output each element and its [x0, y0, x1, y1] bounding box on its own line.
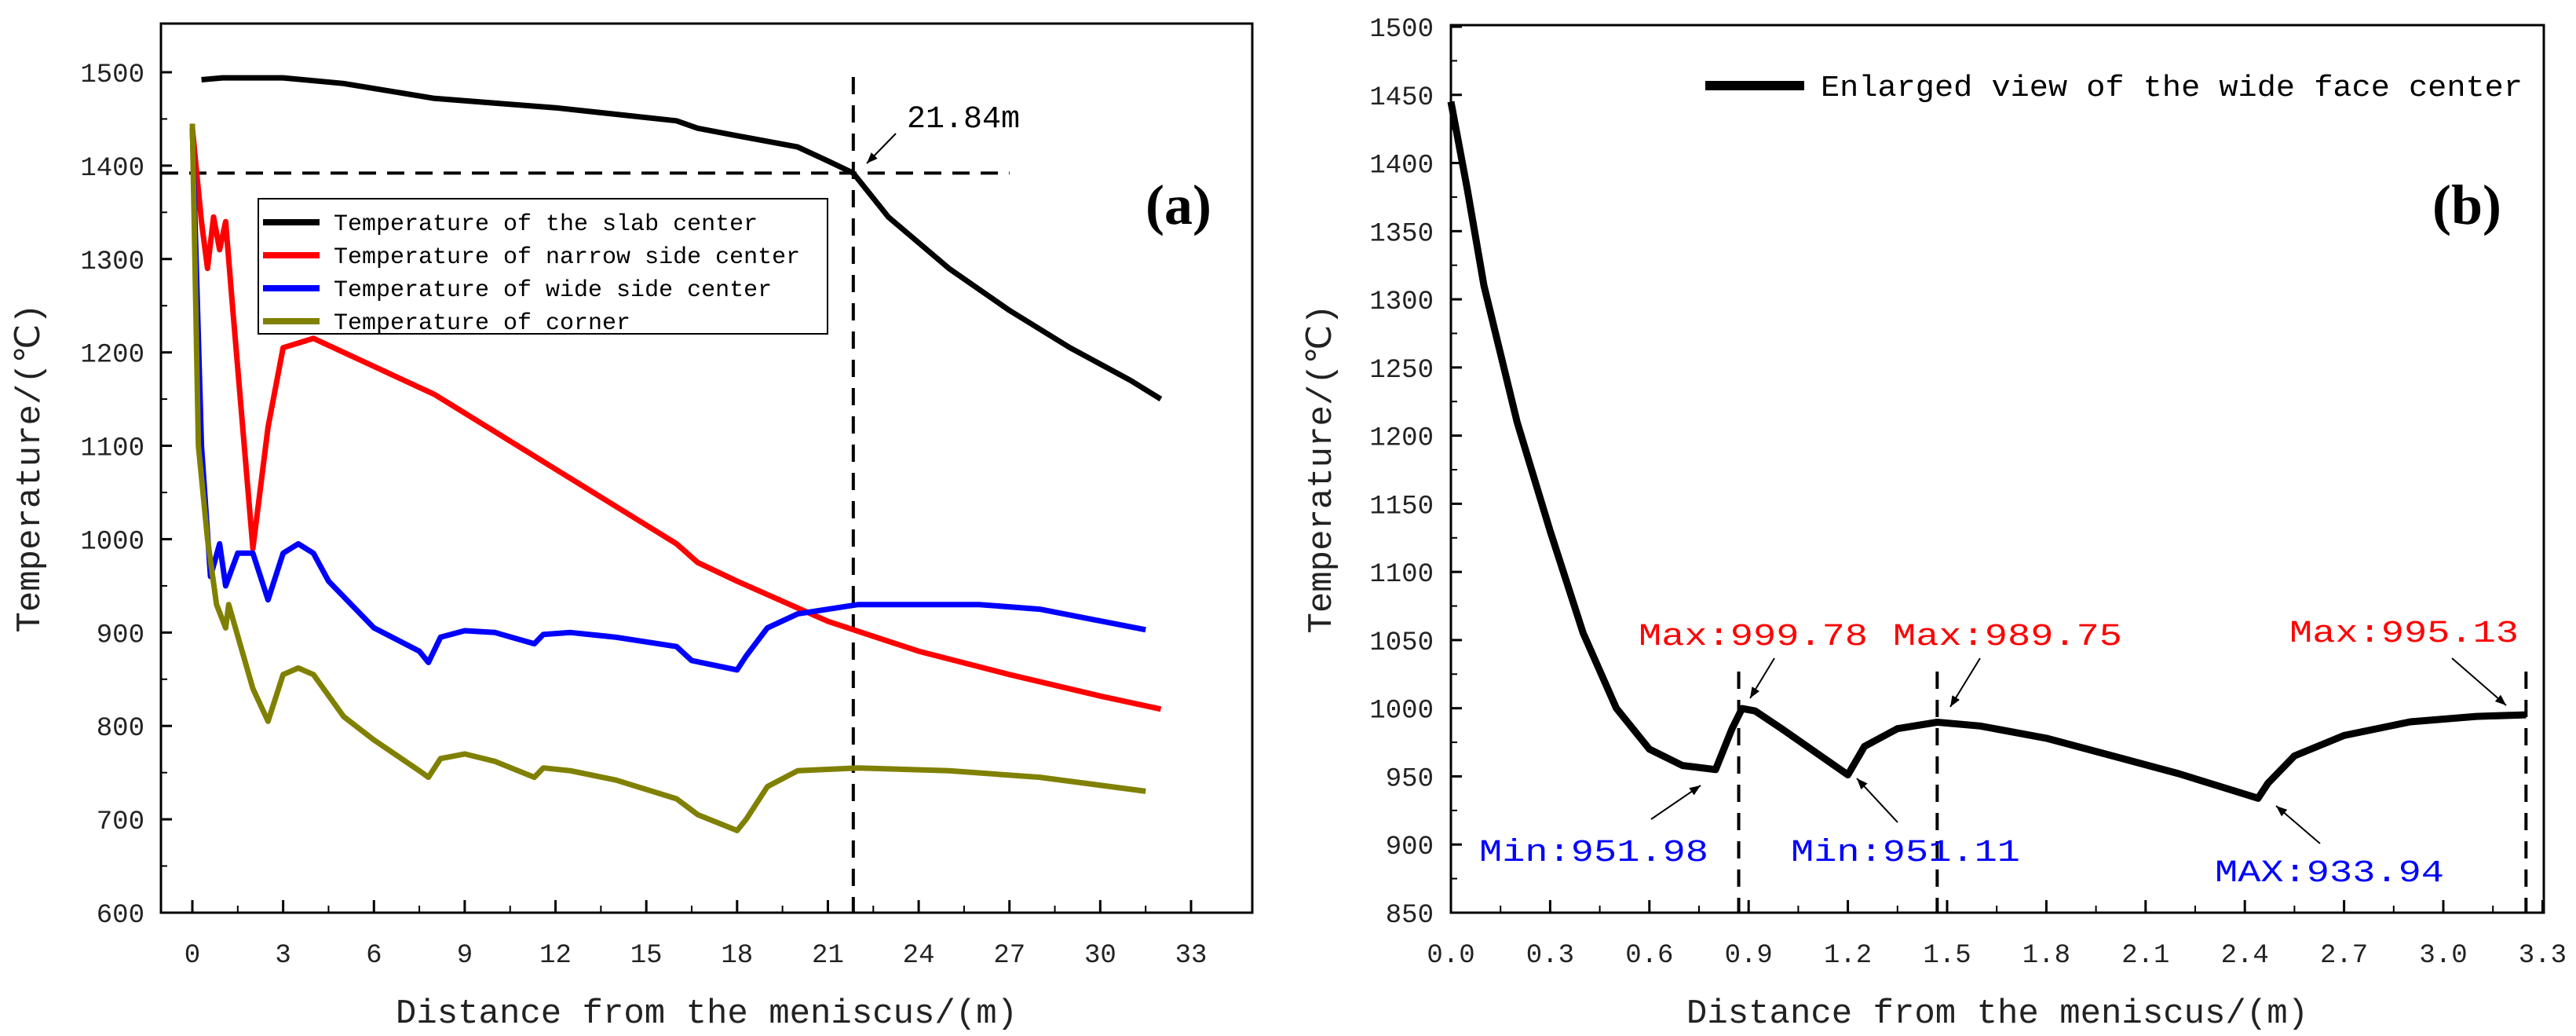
y-tick-label: 1300 [80, 247, 144, 277]
x-tick-label: 6 [366, 941, 382, 971]
annotation-arrow [1856, 778, 1898, 823]
y-tick-label: 850 [1386, 901, 1434, 931]
annotation-arrow [866, 133, 897, 164]
series-line-1 [201, 75, 1163, 402]
series-line-1 [1447, 101, 2527, 802]
x-tick-label: 30 [1084, 941, 1116, 971]
series-line-3 [189, 128, 1146, 673]
legend-label: Temperature of corner [334, 310, 630, 337]
annotation-label: MAX:933.94 [2215, 856, 2444, 891]
annotation-label: Max:989.75 [1893, 620, 2122, 655]
annotation-label: Min:951.98 [1479, 836, 1708, 871]
annotation-label: 21.84m [907, 102, 1020, 137]
plot-frame [159, 22, 1254, 914]
annotation-arrow [2451, 657, 2507, 706]
series-line-4 [189, 123, 1146, 833]
x-tick-label: 1.5 [1923, 941, 1971, 971]
y-tick-label: 1200 [80, 341, 144, 371]
x-tick-label: 2.7 [2320, 941, 2368, 971]
annotation-arrow [1949, 657, 1981, 708]
y-tick-label: 1250 [1369, 356, 1434, 386]
y-tick-label: 800 [97, 714, 144, 744]
y-tick-label: 900 [97, 621, 144, 650]
annotation-label: Max:999.78 [1639, 620, 1868, 655]
y-tick-label: 1000 [80, 527, 144, 557]
x-tick-label: 9 [457, 941, 473, 971]
y-axis-label: Temperature/(℃) [1303, 304, 1342, 633]
y-tick-label: 600 [97, 901, 144, 931]
x-tick-label: 2.1 [2121, 941, 2169, 971]
annotation-arrow [1650, 785, 1701, 820]
y-tick-label: 700 [97, 807, 144, 837]
x-tick-label: 3 [275, 941, 290, 971]
y-tick-label: 1350 [1369, 219, 1434, 249]
y-tick-label: 950 [1386, 764, 1434, 794]
y-tick-label: 900 [1386, 833, 1434, 862]
plot-frame [1449, 24, 2545, 914]
y-axis-label: Temperature/(℃) [11, 303, 50, 632]
y-tick-label: 1000 [1369, 697, 1434, 727]
series-line-2 [189, 127, 1162, 712]
y-tick-label: 1500 [80, 60, 144, 90]
x-axis-label: Distance from the meniscus/(m) [1686, 994, 2308, 1034]
x-tick-label: 27 [993, 941, 1025, 971]
annotation-arrow [1749, 657, 1775, 699]
y-tick-label: 1150 [1369, 492, 1434, 522]
x-tick-label: 21 [812, 941, 844, 971]
panel-label: (b) [2432, 174, 2501, 236]
legend-label: Temperature of wide side center [334, 277, 772, 304]
x-tick-label: 18 [721, 941, 753, 971]
x-tick-label: 2.4 [2221, 941, 2269, 971]
y-tick-label: 1400 [80, 154, 144, 184]
x-tick-label: 1.8 [2022, 941, 2070, 971]
x-tick-label: 33 [1175, 941, 1208, 971]
x-tick-label: 0.3 [1526, 941, 1574, 971]
x-tick-label: 3.0 [2419, 941, 2467, 971]
x-tick-label: 0.0 [1427, 941, 1474, 971]
y-tick-label: 1500 [1369, 15, 1434, 45]
y-tick-label: 1200 [1369, 424, 1434, 454]
annotation-label: Min:951.11 [1791, 836, 2020, 871]
x-tick-label: 0.9 [1725, 941, 1773, 971]
panel-label: (a) [1145, 174, 1211, 236]
legend-label: Enlarged view of the wide face center [1821, 71, 2523, 105]
annotation-label: Max:995.13 [2289, 617, 2519, 652]
y-tick-label: 1300 [1369, 287, 1434, 317]
x-axis-label: Distance from the meniscus/(m) [396, 994, 1018, 1034]
y-tick-label: 1400 [1369, 152, 1434, 181]
y-tick-label: 1050 [1369, 628, 1434, 658]
legend-label: Temperature of the slab center [334, 211, 758, 238]
y-tick-label: 1100 [1369, 560, 1434, 590]
x-tick-label: 0.6 [1625, 941, 1673, 971]
legend-label: Temperature of narrow side center [334, 244, 800, 271]
chart-panel-b: 850 900 950 1000 1050 1100 1150 1200 1250 1300 135… [1303, 15, 2567, 1034]
legend-box [258, 198, 828, 335]
annotation-arrow [2275, 805, 2321, 844]
y-tick-label: 1100 [80, 434, 144, 464]
y-tick-label: 1450 [1369, 83, 1434, 113]
x-tick-label: 24 [903, 941, 935, 971]
x-tick-label: 1.2 [1824, 941, 1872, 971]
x-tick-label: 3.3 [2519, 941, 2567, 971]
chart-panel-a: 600 700 800 900 1000 1100 1200 1300 1400 1500 0 3 6 9… [11, 22, 1254, 1034]
x-tick-label: 12 [539, 941, 572, 971]
x-tick-label: 15 [630, 941, 663, 971]
x-tick-label: 0 [185, 941, 200, 971]
